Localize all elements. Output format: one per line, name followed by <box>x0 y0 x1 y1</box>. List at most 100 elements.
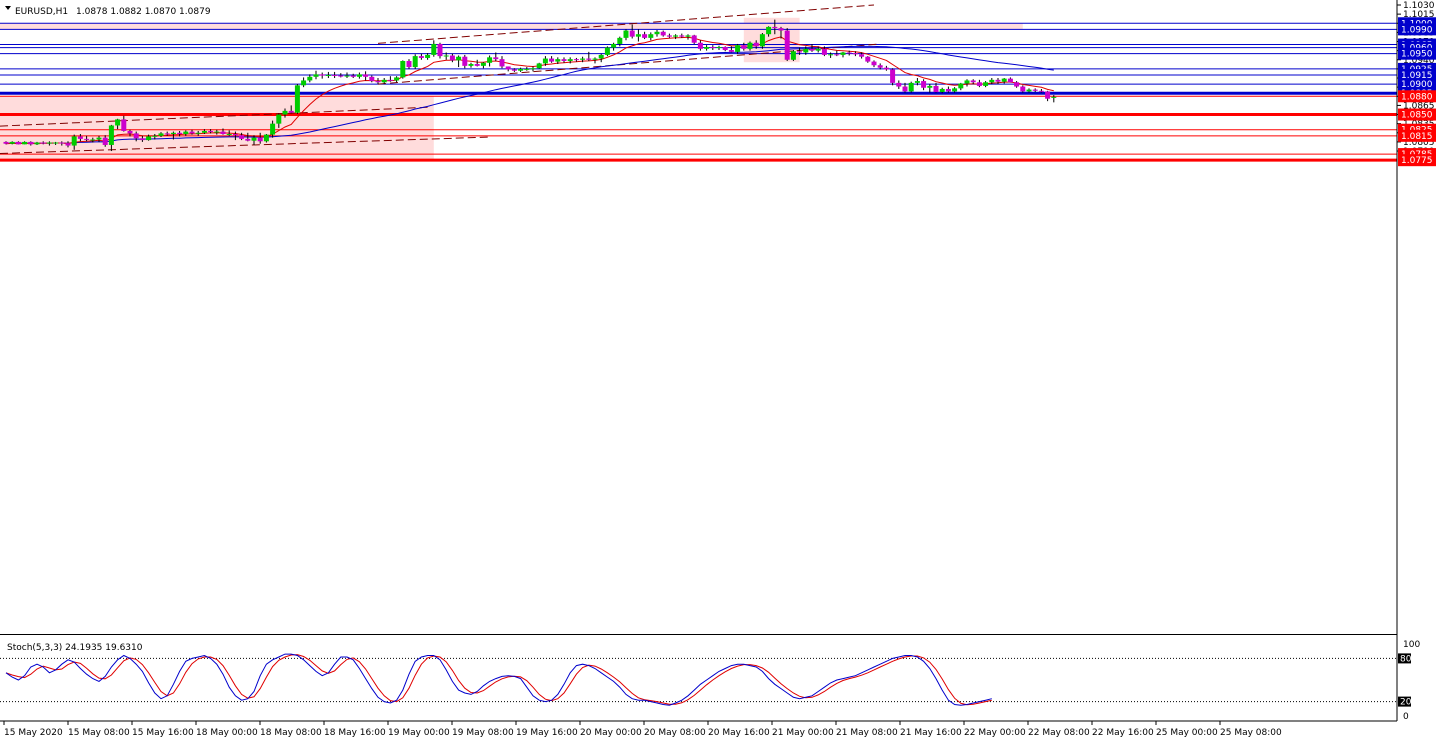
price-tag-bg <box>1398 47 1436 60</box>
candle-body <box>803 48 809 53</box>
candle <box>270 120 276 138</box>
candle <box>759 32 765 49</box>
ma-fast-line <box>5 36 1054 145</box>
candle <box>635 29 641 42</box>
stoch-level-tag-bg <box>1398 653 1411 664</box>
candle-body <box>65 143 71 146</box>
x-tick-label: 20 May 08:00 <box>644 728 706 738</box>
candle-body <box>276 114 282 124</box>
price-tag-bg <box>1398 154 1436 167</box>
candle <box>976 79 982 88</box>
panel-frames <box>0 0 1398 722</box>
zone-0 <box>0 96 434 161</box>
price-tag-bg <box>1398 68 1436 81</box>
candle-body <box>772 26 778 29</box>
price-tags: 1.10001.09901.09651.09601.09501.09251.09… <box>1398 17 1436 167</box>
candle-body <box>15 141 21 145</box>
candle-body <box>877 65 883 68</box>
candle-body <box>1032 89 1038 91</box>
candle-body <box>883 67 889 70</box>
candle <box>344 72 350 79</box>
candle <box>394 76 400 83</box>
x-tick-label: 20 May 16:00 <box>708 728 770 738</box>
candle <box>201 129 207 135</box>
price-tag-label: 1.0900 <box>1401 80 1433 90</box>
candle-body <box>71 136 77 146</box>
candle-body <box>728 50 734 52</box>
candle-body <box>394 77 400 81</box>
price-tag-label: 1.0775 <box>1401 156 1433 166</box>
candle-body <box>890 69 896 83</box>
x-tick-label: 21 May 08:00 <box>836 728 898 738</box>
candle <box>276 113 282 128</box>
candle-body <box>158 133 164 136</box>
candle-body <box>425 54 431 58</box>
candle-body <box>40 142 46 144</box>
zone-1 <box>0 23 1023 30</box>
candle-body <box>468 64 474 66</box>
candle-body <box>301 80 307 86</box>
candle-body <box>933 85 939 93</box>
candle-body <box>555 59 561 62</box>
candle <box>685 34 691 40</box>
time-axis[interactable]: 15 May 2020 15 May 08:00 15 May 16:00 18 Ma… <box>3 721 1282 738</box>
candle-body <box>22 141 28 145</box>
x-tick-label: 19 May 08:00 <box>452 728 514 738</box>
candle-body <box>220 131 226 135</box>
stoch-level-tag-bg <box>1398 696 1411 707</box>
candle <box>840 51 846 58</box>
candle-body <box>127 130 133 134</box>
candle-body <box>753 42 759 47</box>
candle <box>15 141 21 145</box>
x-tick-label: 20 May 00:00 <box>580 728 642 738</box>
candle-body <box>970 80 976 83</box>
candle-body <box>319 74 325 76</box>
candle-body <box>611 43 617 48</box>
chart-menu-triangle-icon[interactable] <box>5 6 11 10</box>
candle <box>790 50 796 61</box>
candle <box>22 141 28 145</box>
candle <box>77 134 83 142</box>
candle <box>927 84 933 93</box>
candle-body <box>759 34 765 47</box>
x-tick-label: 22 May 16:00 <box>1092 728 1154 738</box>
candle-body <box>964 80 970 84</box>
stoch-main-line <box>5 653 992 706</box>
candle <box>1032 88 1038 93</box>
candle-body <box>573 59 579 61</box>
candle <box>598 53 604 63</box>
stoch-level-tag: 80 <box>1400 654 1412 664</box>
candle <box>462 54 468 69</box>
candle <box>208 129 214 134</box>
trend-lines <box>0 4 881 154</box>
candle <box>735 43 741 54</box>
candle-body <box>338 75 344 77</box>
candle <box>958 82 964 91</box>
candle-body <box>871 61 877 66</box>
candle-body <box>34 142 40 145</box>
candle-body <box>443 55 449 57</box>
candle <box>282 108 288 118</box>
candle <box>728 46 734 53</box>
candle <box>499 56 505 69</box>
stoch-label: Stoch(5,3,3) 24.1935 19.6310 <box>7 643 143 653</box>
candle-body <box>177 132 183 135</box>
candle <box>214 129 220 135</box>
ma-slow-line <box>5 45 1054 145</box>
candle-body <box>642 34 648 38</box>
candle-body <box>487 57 493 63</box>
candle <box>778 26 784 39</box>
candle <box>611 42 617 51</box>
candle <box>449 53 455 63</box>
candle-body <box>939 88 945 93</box>
candle-body <box>815 48 821 51</box>
candle-body <box>251 137 257 141</box>
candle <box>859 52 865 59</box>
candle <box>468 62 474 68</box>
candle <box>493 52 499 61</box>
candle-body <box>784 30 790 60</box>
candle <box>933 82 939 93</box>
candle <box>623 29 629 41</box>
x-tick-label: 15 May 16:00 <box>132 728 194 738</box>
